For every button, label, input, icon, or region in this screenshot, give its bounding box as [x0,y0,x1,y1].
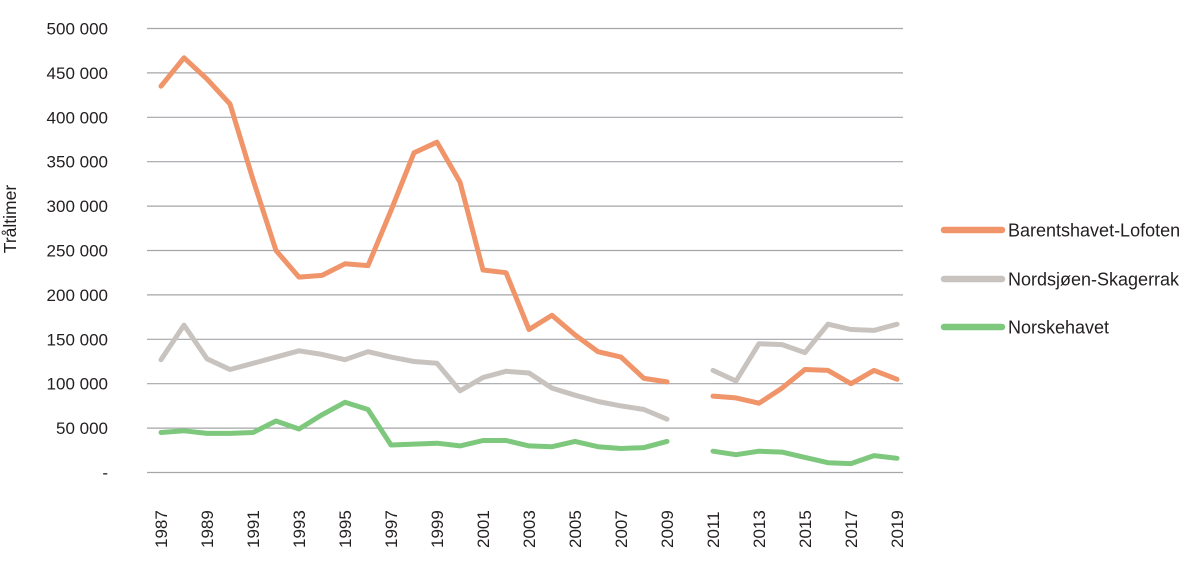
x-axis-tick-label: 1991 [244,510,263,548]
gridlines [147,27,903,474]
x-axis-tick-label: 2009 [658,510,677,548]
x-axis-tick-label: 2007 [612,510,631,548]
x-axis-tick-label: 1999 [428,510,447,548]
x-axis-tick-label: 1987 [152,510,171,548]
x-axis-tick-label: 1997 [382,510,401,548]
y-axis-tick-label: 50 000 [56,419,108,438]
x-axis-tick-label: 2011 [704,511,723,548]
legend-label-norskehavet: Norskehavet [1008,317,1109,337]
x-axis-tick-label: 1993 [290,510,309,548]
x-axis-tick-label: 2003 [520,510,539,548]
y-axis-tick-label: 450 000 [47,64,108,83]
y-axis-tick-label: 400 000 [47,108,108,127]
legend-label-barentshavet-lofoten: Barentshavet-Lofoten [1008,220,1180,240]
x-axis-tick-label: 2001 [474,510,493,548]
x-axis-tick-label: 1989 [198,510,217,548]
x-axis-tick-labels: 1987 1989 1991 1993 1995 1997 1999 2001 2003 2005… [152,510,907,548]
y-axis-tick-label: 300 000 [47,197,108,216]
series-line-barentshavet-lofoten [158,55,900,406]
x-axis-tick-label: 2017 [842,510,861,548]
legend-label-nordsjoen-skagerrak: Nordsjøen-Skagerrak [1008,269,1180,289]
y-axis-tick-label: 350 000 [47,153,108,172]
y-axis-title: Tråltimer [0,185,20,254]
y-axis-tick-label: 200 000 [47,286,108,305]
x-axis-tick-label: 2013 [750,510,769,548]
y-axis-tick-label: - [102,463,108,482]
legend: Barentshavet-Lofoten Nordsjøen-Skagerrak… [940,220,1180,337]
y-axis-tick-labels: 500 000 450 000 400 000 350 000 300 000 250 0… [47,19,108,482]
y-axis-tick-label: 150 000 [47,330,108,349]
y-axis-tick-label: 250 000 [47,241,108,260]
x-axis-tick-label: 1995 [336,510,355,548]
series-line-nordsj-en-skagerrak [158,321,900,422]
data-series-lines [158,55,900,467]
y-axis-tick-label: 100 000 [47,375,108,394]
x-axis-tick-label: 2005 [566,510,585,548]
x-axis-tick-label: 2015 [796,510,815,548]
y-axis-tick-label: 500 000 [47,19,108,38]
series-line-norskehavet [158,399,900,467]
x-axis-tick-label: 2019 [888,510,907,548]
